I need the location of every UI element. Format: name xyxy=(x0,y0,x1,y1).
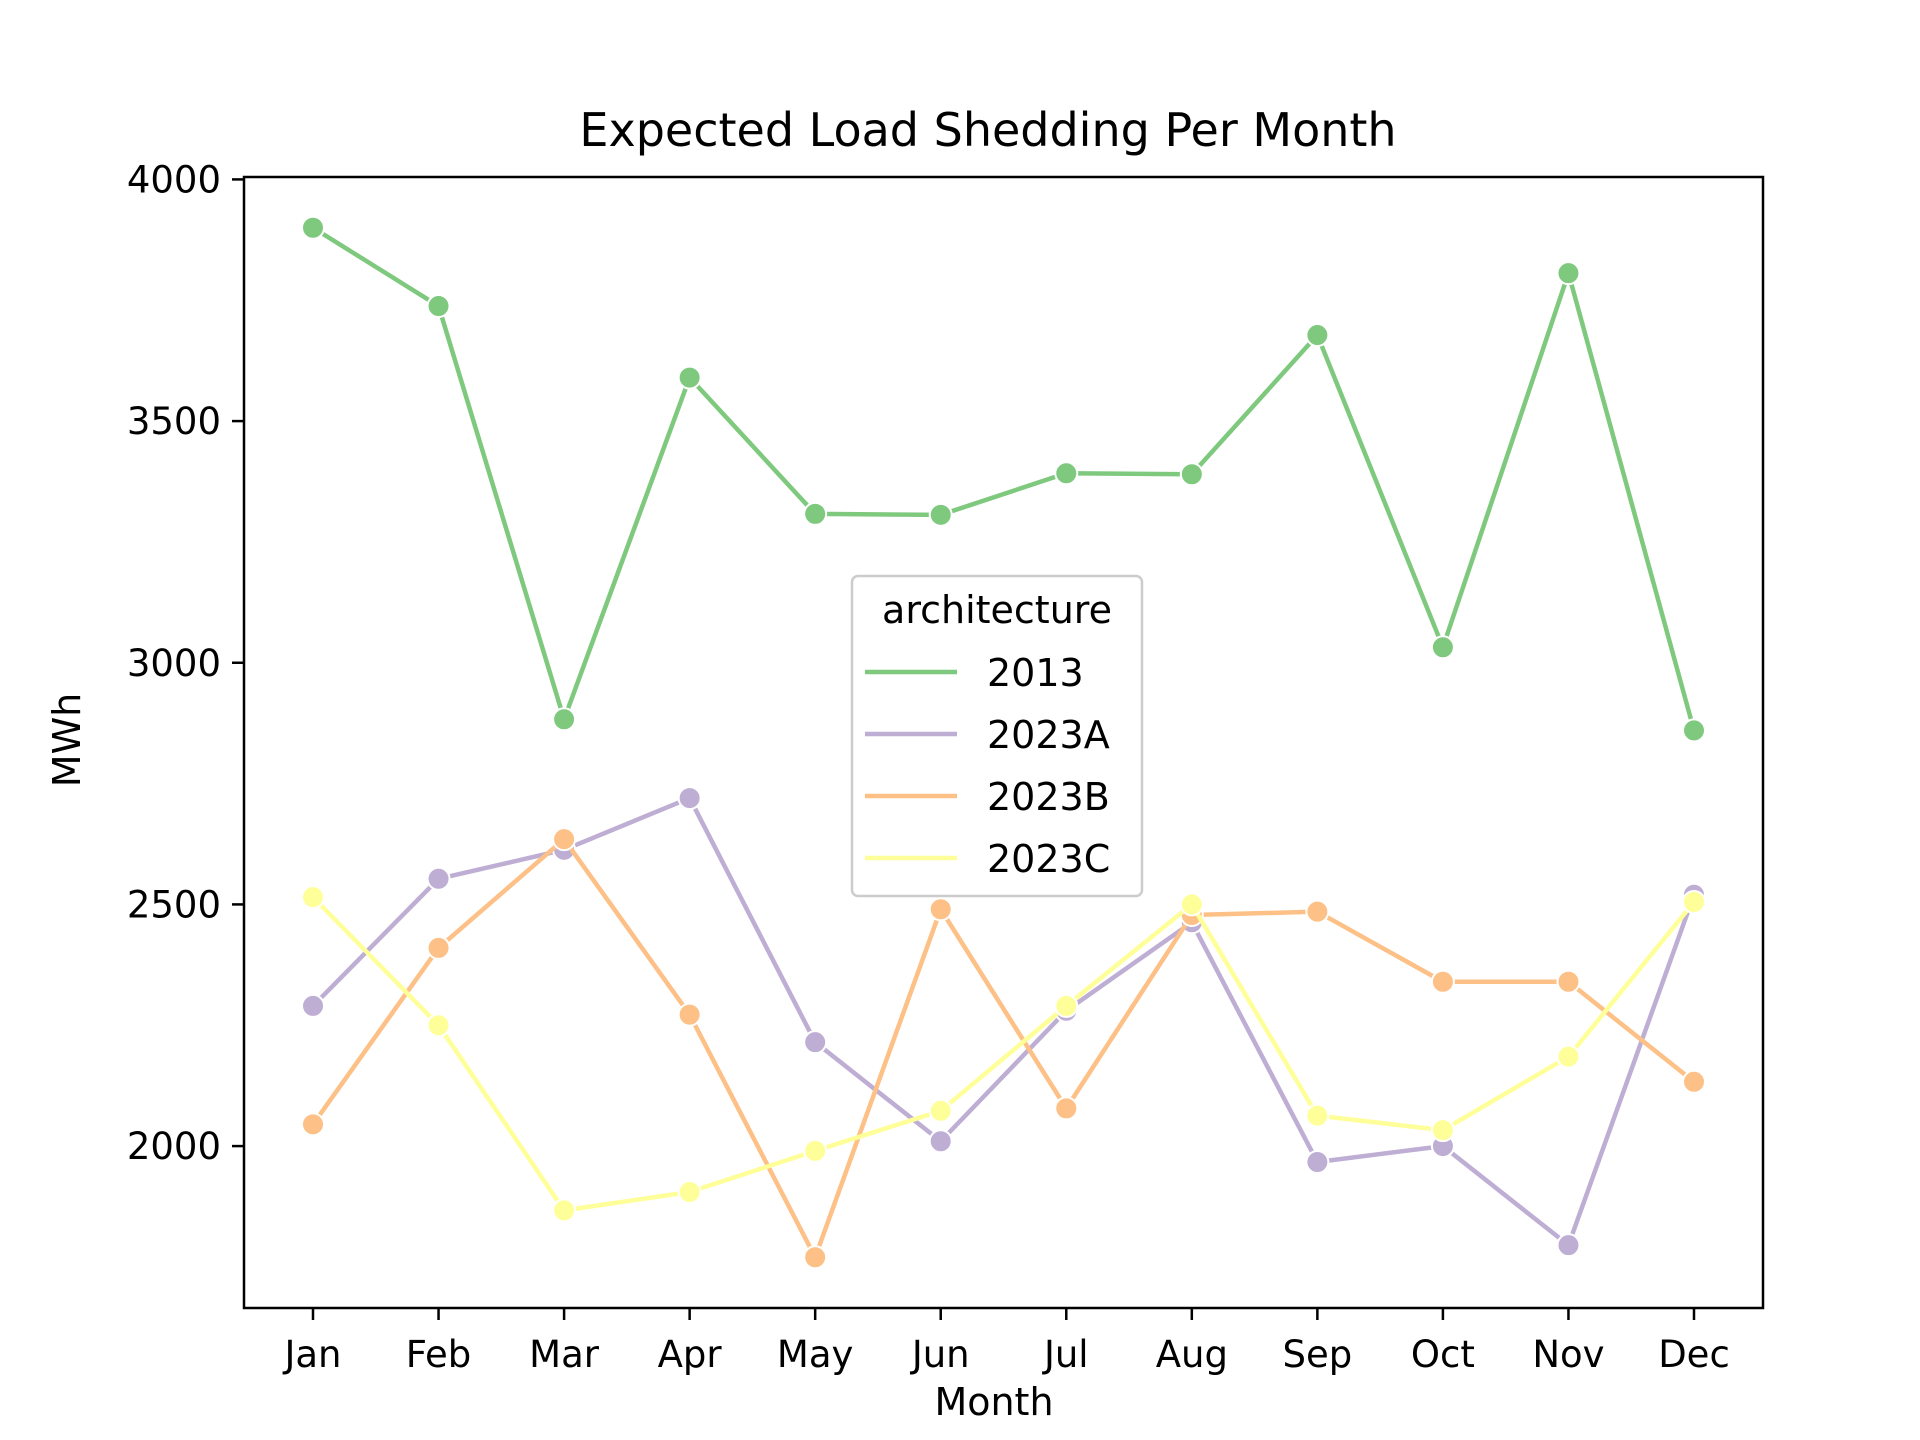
data-point-2013-Nov xyxy=(1556,261,1581,286)
legend-label-2023C: 2023C xyxy=(987,837,1110,881)
data-point-2023A-Nov xyxy=(1556,1233,1581,1258)
data-point-2023C-Mar xyxy=(552,1198,577,1223)
data-point-2023C-Jul xyxy=(1054,993,1079,1018)
data-point-2023C-Feb xyxy=(426,1013,451,1038)
y-axis-title: MWh xyxy=(45,693,89,787)
data-point-2013-Dec xyxy=(1682,718,1706,743)
data-point-2023C-Aug xyxy=(1179,892,1204,917)
x-tick-label-Jan: Jan xyxy=(282,1333,341,1376)
data-point-2023B-Jul xyxy=(1054,1096,1079,1121)
data-point-2013-Jan xyxy=(301,215,325,240)
series-layer xyxy=(301,215,1706,1270)
x-tick-label-Nov: Nov xyxy=(1532,1333,1604,1376)
data-point-2023B-Sep xyxy=(1305,899,1330,924)
x-tick-label-Dec: Dec xyxy=(1658,1333,1730,1376)
y-tick-label-3000: 3000 xyxy=(127,642,221,685)
series-line-2023B xyxy=(310,836,1697,1260)
x-tick-label-May: May xyxy=(777,1333,854,1376)
data-point-2013-Jul xyxy=(1054,461,1079,486)
legend-title: architecture xyxy=(882,588,1112,632)
legend-box xyxy=(850,574,1144,898)
legend-label-2013: 2013 xyxy=(987,651,1084,695)
data-point-2023A-Jan xyxy=(301,993,325,1018)
data-point-2023A-Feb xyxy=(426,866,451,891)
data-point-2023C-Apr xyxy=(677,1180,702,1204)
x-tick-label-Oct: Oct xyxy=(1411,1333,1475,1376)
data-point-2023B-Apr xyxy=(677,1002,702,1027)
x-axis-title: Month xyxy=(934,1380,1053,1424)
y-tick-label-2500: 2500 xyxy=(127,883,221,926)
x-tick-label-Jul: Jul xyxy=(1042,1333,1089,1376)
data-point-2013-Jun xyxy=(928,502,953,527)
data-point-2023B-Jun xyxy=(928,897,953,922)
data-point-2023B-Dec xyxy=(1682,1069,1706,1094)
data-point-2023C-May xyxy=(803,1138,828,1163)
x-tick-label-Sep: Sep xyxy=(1282,1333,1352,1376)
x-tick-label-Jun: Jun xyxy=(910,1333,970,1376)
data-point-2023C-Sep xyxy=(1305,1103,1330,1128)
x-tick-label-Mar: Mar xyxy=(529,1333,600,1376)
data-point-2023C-Oct xyxy=(1430,1118,1455,1143)
legend-label-2023A: 2023A xyxy=(987,713,1110,757)
y-tick-label-2000: 2000 xyxy=(127,1125,221,1168)
series-line-2023C xyxy=(310,894,1697,1213)
legend-label-2023B: 2023B xyxy=(987,775,1110,819)
series-2013 xyxy=(301,215,1706,743)
data-point-2013-Feb xyxy=(426,294,451,319)
data-point-2013-Sep xyxy=(1305,323,1330,348)
data-point-2023B-May xyxy=(803,1245,828,1270)
data-point-2023B-Feb xyxy=(426,935,451,960)
data-point-2023A-Apr xyxy=(677,786,702,811)
data-point-2023A-Jun xyxy=(928,1129,953,1154)
series-2023B xyxy=(301,827,1706,1270)
data-point-2023C-Jan xyxy=(301,885,325,910)
plot-frame xyxy=(242,175,1765,1310)
x-tick-label-Apr: Apr xyxy=(658,1333,723,1376)
data-point-2023B-Oct xyxy=(1430,969,1455,994)
data-point-2023B-Nov xyxy=(1556,969,1581,994)
data-point-2023B-Mar xyxy=(552,827,577,852)
x-tick-label-Feb: Feb xyxy=(406,1333,472,1376)
data-point-2013-Apr xyxy=(677,365,702,390)
data-point-2023C-Nov xyxy=(1556,1044,1581,1069)
data-point-2023C-Dec xyxy=(1682,890,1706,914)
series-2023C xyxy=(301,885,1706,1223)
y-tick-label-3500: 3500 xyxy=(127,400,221,443)
axes: Jan Feb Mar Apr May Jun Jul Aug Sep Oct Nov Dec 2000… xyxy=(127,158,1765,1376)
data-point-2023A-Sep xyxy=(1305,1150,1330,1175)
data-point-2013-May xyxy=(803,501,828,526)
data-point-2013-Oct xyxy=(1430,635,1455,660)
data-point-2023B-Jan xyxy=(301,1112,325,1137)
data-point-2023A-May xyxy=(803,1030,828,1055)
y-tick-label-4000: 4000 xyxy=(127,158,221,201)
series-line-2013 xyxy=(310,225,1697,733)
x-tick-label-Aug: Aug xyxy=(1156,1333,1228,1376)
legend: architecture 2013 2023A 2023B 2023C xyxy=(850,574,1144,898)
data-point-2013-Mar xyxy=(552,707,577,732)
data-point-2013-Aug xyxy=(1179,462,1204,487)
chart-title: Expected Load Shedding Per Month xyxy=(579,103,1396,157)
data-point-2023C-Jun xyxy=(928,1098,953,1123)
